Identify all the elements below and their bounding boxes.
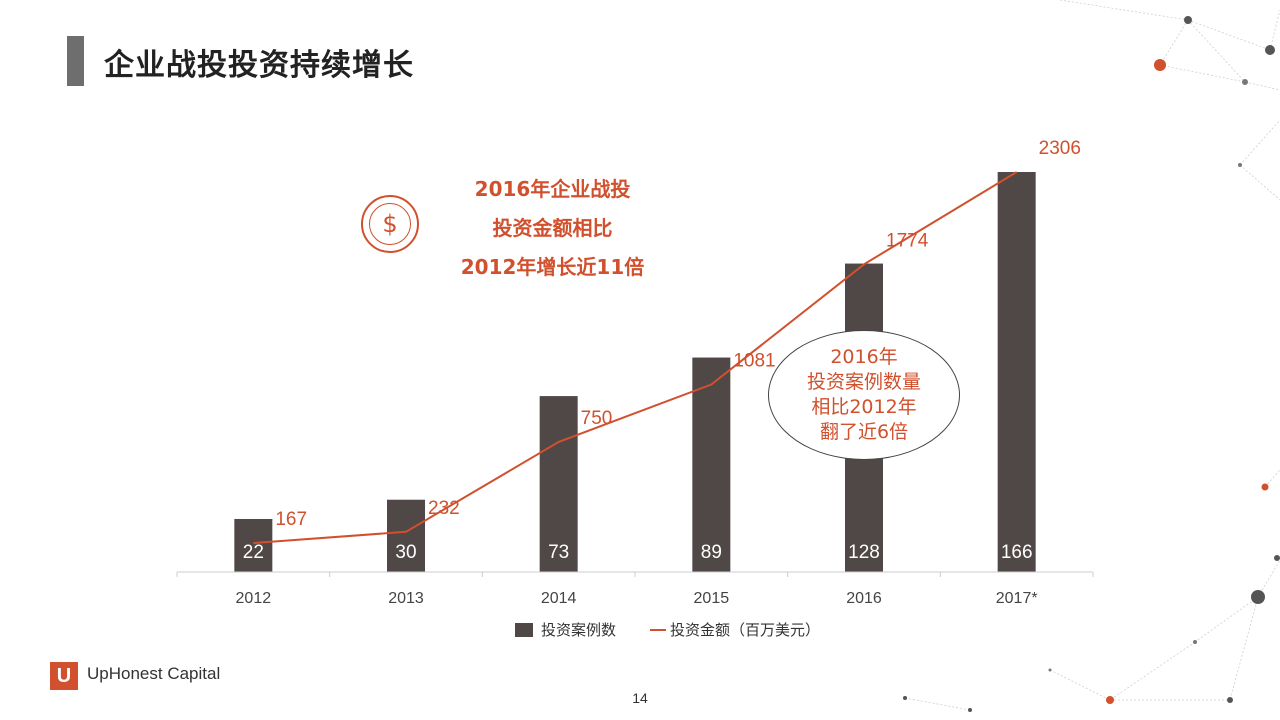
x-tick-label: 2016 xyxy=(846,590,882,607)
bar-value-label: 73 xyxy=(548,542,569,563)
axis-group xyxy=(176,571,1094,577)
logo-mark: U xyxy=(50,662,78,690)
chart-legend: 投资案例数 投资金额（百万美元） xyxy=(515,619,820,640)
line-value-label: 232 xyxy=(428,498,460,519)
x-tick-label: 2017* xyxy=(996,590,1038,607)
page-number: 14 xyxy=(632,690,648,706)
ellipse-line-4: 翻了近6倍 xyxy=(819,421,909,443)
line-value-label: 750 xyxy=(581,408,613,429)
line-group xyxy=(253,171,1018,544)
line-value-label: 1081 xyxy=(733,350,775,371)
bar xyxy=(234,518,273,572)
bar xyxy=(539,396,578,572)
x-tick-label: 2014 xyxy=(541,590,577,607)
ellipse-line-1: 2016年 xyxy=(830,346,898,368)
callout-line-2: 投资金额相比 xyxy=(492,216,613,240)
x-tick-label: 2012 xyxy=(236,590,272,607)
title-accent-bar xyxy=(67,36,84,86)
x-tick-label: 2013 xyxy=(388,590,424,607)
bar xyxy=(692,357,731,572)
legend-line-swatch xyxy=(650,628,667,631)
line-value-label: 1774 xyxy=(886,230,929,251)
bar-value-label: 89 xyxy=(701,542,722,563)
ellipse-line-3: 相比2012年 xyxy=(811,396,917,418)
x-tick-label: 2015 xyxy=(694,590,730,607)
bar xyxy=(997,172,1036,572)
legend-bar-label: 投资案例数 xyxy=(541,621,617,639)
dollar-symbol: $ xyxy=(369,203,411,245)
legend-bar-swatch xyxy=(515,622,533,637)
logo-name: UpHonest Capital xyxy=(87,664,221,683)
callout-line-1: 2016年企业战投 xyxy=(474,177,631,201)
legend-line-label: 投资金额（百万美元） xyxy=(670,621,821,639)
ellipse-line-2: 投资案例数量 xyxy=(806,371,921,393)
callout-line-3: 2012年增长近11倍 xyxy=(460,255,645,279)
bars-group xyxy=(234,172,1036,572)
bar-value-label: 30 xyxy=(395,542,416,563)
labels-group: 22 2012 30 2013 73 2014 89 2015 128 2016 166 2017* 1… xyxy=(236,138,1081,607)
line-value-label: 2306 xyxy=(1039,138,1081,159)
dollar-icon: $ xyxy=(361,195,419,253)
line-value-label: 167 xyxy=(275,509,307,530)
callout-text: 2016年企业战投 投资金额相比 2012年增长近11倍 xyxy=(430,170,675,287)
page-title: 企业战投投资持续增长 xyxy=(104,48,414,83)
bar-value-label: 166 xyxy=(1001,542,1033,563)
bar xyxy=(387,499,425,572)
bar-value-label: 128 xyxy=(848,542,880,563)
ellipse-note: 2016年 投资案例数量 相比2012年 翻了近6倍 xyxy=(768,330,960,460)
bar-value-label: 22 xyxy=(243,542,264,563)
line-series xyxy=(253,171,1018,544)
